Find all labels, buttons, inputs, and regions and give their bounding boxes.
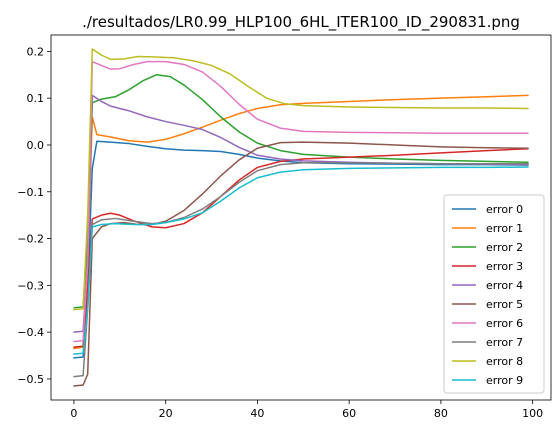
series-line-2: [73, 74, 529, 309]
x-tick-label: 100: [522, 407, 543, 420]
y-tick-label: −0.1: [17, 186, 44, 199]
y-tick-label: −0.3: [17, 279, 44, 292]
series-line-8: [73, 48, 529, 311]
series-line-9: [73, 166, 529, 355]
y-tick-label: −0.2: [17, 233, 44, 246]
y-tick-label: 0.1: [27, 92, 45, 105]
legend-label: error 9: [486, 374, 523, 387]
x-tick-label: 20: [159, 407, 173, 420]
y-axis: −0.5 −0.4 −0.3 −0.2 −0.1 0.0 0.1 0.2: [17, 45, 51, 386]
legend-label: error 4: [486, 279, 523, 292]
chart-title: ./resultados/LR0.99_HLP100_6HL_ITER100_I…: [82, 13, 520, 32]
series-line-6: [73, 60, 529, 343]
legend-label: error 1: [486, 222, 523, 235]
series-layer: [73, 48, 529, 387]
legend-label: error 6: [486, 317, 523, 330]
x-tick-label: 40: [250, 407, 264, 420]
legend-label: error 3: [486, 260, 523, 273]
legend-label: error 8: [486, 355, 523, 368]
legend-box: [443, 194, 545, 394]
plot-frame: [50, 34, 552, 401]
x-tick-label: 80: [434, 407, 448, 420]
series-line-3: [73, 147, 529, 348]
legend-label: error 7: [486, 336, 523, 349]
y-tick-label: −0.4: [17, 326, 44, 339]
legend-label: error 5: [486, 298, 523, 311]
series-line-5: [73, 141, 529, 387]
series-line-7: [73, 162, 529, 378]
legend: error 0 error 1 error 2 error 3 error 4 error…: [443, 194, 545, 394]
x-tick-label: 60: [342, 407, 356, 420]
y-tick-label: 0.0: [27, 139, 45, 152]
series-line-0: [73, 140, 529, 359]
x-axis: 0 20 40 60 80 100: [70, 400, 543, 420]
series-line-1: [73, 94, 529, 350]
legend-label: error 0: [486, 203, 523, 216]
legend-label: error 2: [486, 241, 523, 254]
y-tick-label: 0.2: [27, 45, 45, 58]
x-tick-label: 0: [70, 407, 77, 420]
y-tick-label: −0.5: [17, 373, 44, 386]
